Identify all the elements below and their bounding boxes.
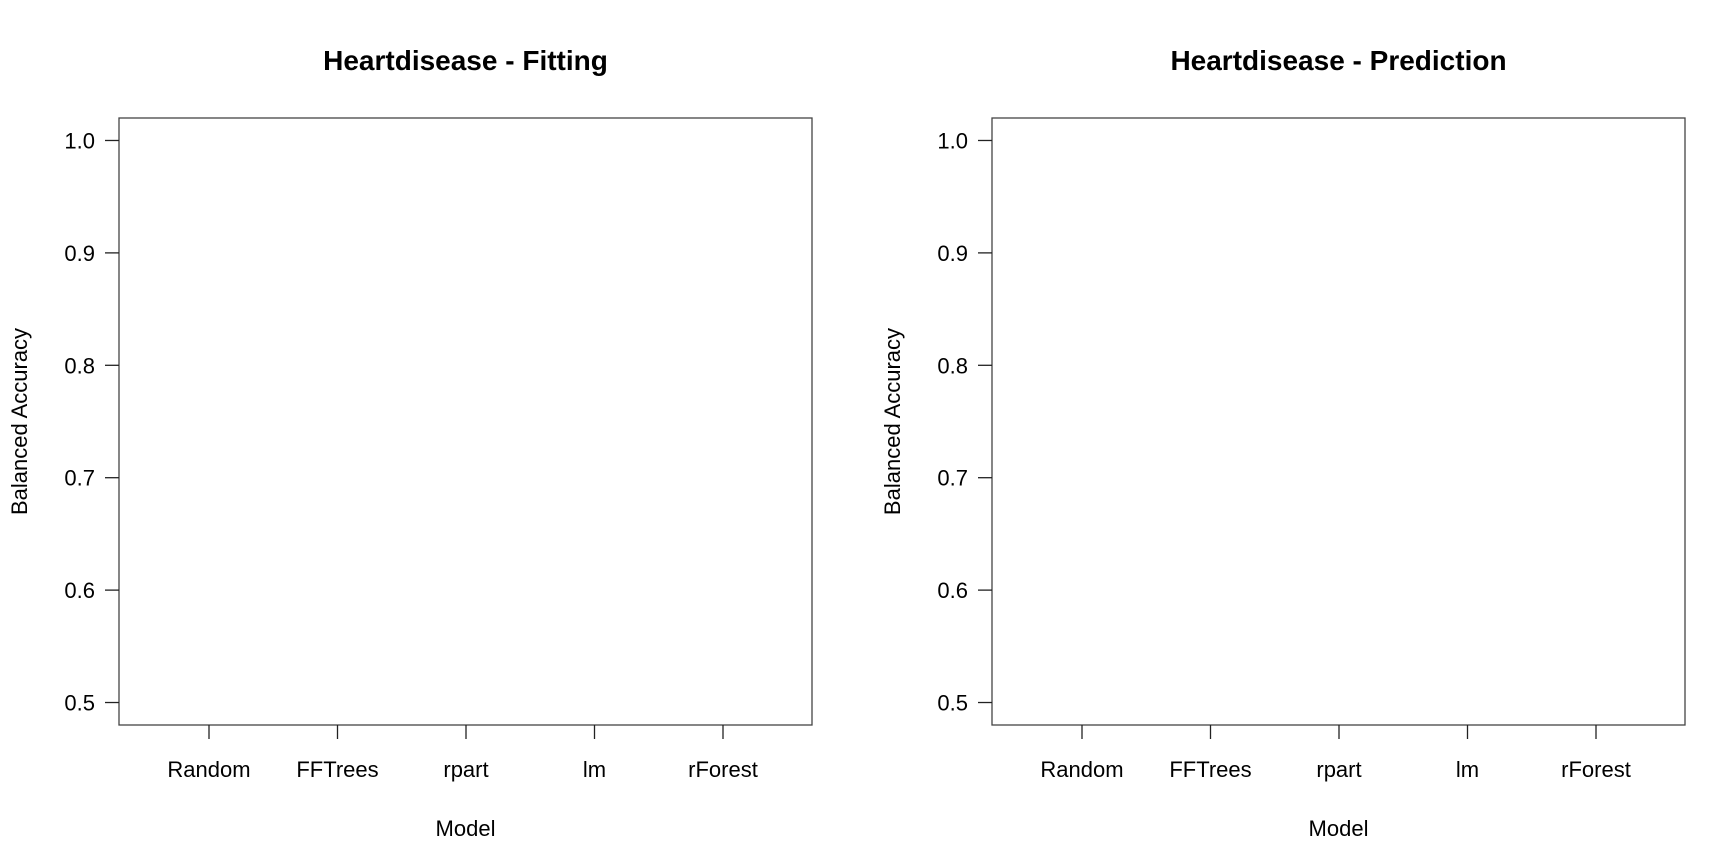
y-tick-label: 0.8 — [937, 353, 968, 378]
x-tick-label: rForest — [1561, 757, 1631, 782]
chart-panel-fitting: Heartdisease - Fitting 0.5 0.6 0.7 0.8 0.9 1.0… — [7, 45, 813, 841]
y-tick-label: 1.0 — [64, 128, 95, 153]
y-tick-label: 0.5 — [64, 691, 95, 716]
chart-title: Heartdisease - Prediction — [1170, 45, 1506, 76]
plot-area — [118, 117, 813, 726]
chart-panel-prediction: Heartdisease - Prediction 0.5 0.6 0.7 0.8 0.9… — [880, 45, 1686, 841]
y-tick-label: 1.0 — [937, 128, 968, 153]
x-tick-label: FFTrees — [1169, 757, 1251, 782]
y-tick-label: 0.5 — [937, 691, 968, 716]
y-tick-label: 0.8 — [64, 353, 95, 378]
y-axis-label: Balanced Accuracy — [7, 328, 32, 515]
y-tick-label: 0.7 — [64, 466, 95, 491]
y-axis-label: Balanced Accuracy — [880, 328, 905, 515]
chart-title: Heartdisease - Fitting — [323, 45, 608, 76]
x-axis-label: Model — [436, 816, 496, 841]
x-tick-label: Random — [1040, 757, 1123, 782]
x-tick-label: FFTrees — [296, 757, 378, 782]
x-axis-label: Model — [1309, 816, 1369, 841]
y-tick-label: 0.6 — [64, 578, 95, 603]
x-tick-label: rForest — [688, 757, 758, 782]
plot-area — [991, 117, 1686, 726]
x-tick-label: rpart — [443, 757, 488, 782]
x-tick-label: Random — [167, 757, 250, 782]
x-tick-label: lm — [583, 757, 606, 782]
y-tick-label: 0.7 — [937, 466, 968, 491]
x-tick-label: lm — [1456, 757, 1479, 782]
y-tick-label: 0.9 — [937, 241, 968, 266]
x-tick-label: rpart — [1316, 757, 1361, 782]
y-tick-label: 0.9 — [64, 241, 95, 266]
y-tick-label: 0.6 — [937, 578, 968, 603]
